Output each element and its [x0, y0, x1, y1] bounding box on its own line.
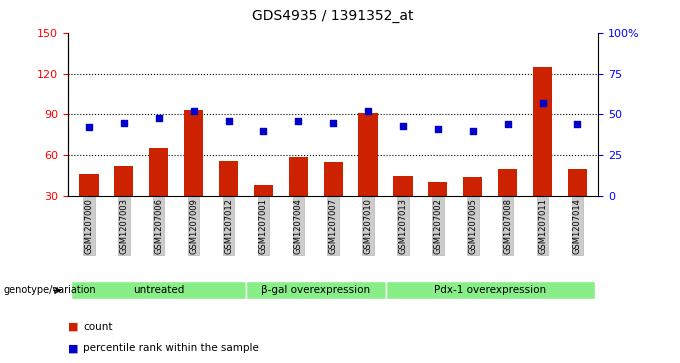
Bar — [254, 185, 273, 237]
Text: GSM1207011: GSM1207011 — [538, 198, 547, 254]
Bar — [358, 113, 377, 237]
Bar — [463, 177, 482, 237]
Text: count: count — [83, 322, 112, 332]
Bar — [219, 160, 238, 237]
Point — [362, 108, 373, 114]
Text: GDS4935 / 1391352_at: GDS4935 / 1391352_at — [252, 9, 414, 23]
Bar — [428, 182, 447, 237]
Bar — [289, 156, 308, 237]
Point — [572, 121, 583, 127]
Text: GSM1207009: GSM1207009 — [189, 198, 198, 254]
Text: Pdx-1 overexpression: Pdx-1 overexpression — [434, 285, 546, 295]
Bar — [533, 67, 552, 237]
Point — [223, 118, 234, 124]
Text: GSM1207006: GSM1207006 — [154, 198, 163, 254]
Text: GSM1207000: GSM1207000 — [84, 198, 93, 254]
Bar — [184, 110, 203, 237]
Text: GSM1207007: GSM1207007 — [328, 198, 338, 254]
Text: GSM1207013: GSM1207013 — [398, 198, 407, 254]
Point — [293, 118, 304, 124]
Text: GSM1207008: GSM1207008 — [503, 198, 512, 254]
Text: ■: ■ — [68, 343, 78, 354]
Text: GSM1207004: GSM1207004 — [294, 198, 303, 254]
Text: GSM1207010: GSM1207010 — [364, 198, 373, 254]
Text: percentile rank within the sample: percentile rank within the sample — [83, 343, 259, 354]
Point — [188, 108, 199, 114]
Text: β-gal overexpression: β-gal overexpression — [261, 285, 371, 295]
Text: GSM1207005: GSM1207005 — [469, 198, 477, 254]
Bar — [498, 169, 517, 237]
Point — [328, 119, 339, 125]
Bar — [114, 166, 133, 237]
Bar — [80, 174, 99, 237]
Bar — [568, 169, 587, 237]
Point — [503, 121, 513, 127]
Bar — [394, 176, 413, 237]
Point — [537, 100, 548, 106]
Text: GSM1207002: GSM1207002 — [433, 198, 443, 254]
Point — [432, 126, 443, 132]
Point — [153, 115, 164, 121]
Bar — [149, 148, 169, 237]
Point — [118, 119, 129, 125]
Text: GSM1207001: GSM1207001 — [259, 198, 268, 254]
Text: GSM1207003: GSM1207003 — [119, 198, 129, 254]
Text: untreated: untreated — [133, 285, 184, 295]
Text: genotype/variation: genotype/variation — [3, 285, 96, 295]
Text: GSM1207012: GSM1207012 — [224, 198, 233, 254]
Text: ■: ■ — [68, 322, 78, 332]
Text: GSM1207014: GSM1207014 — [573, 198, 582, 254]
Point — [467, 128, 478, 134]
Point — [398, 123, 409, 129]
Bar — [324, 162, 343, 237]
Point — [84, 125, 95, 130]
Point — [258, 128, 269, 134]
